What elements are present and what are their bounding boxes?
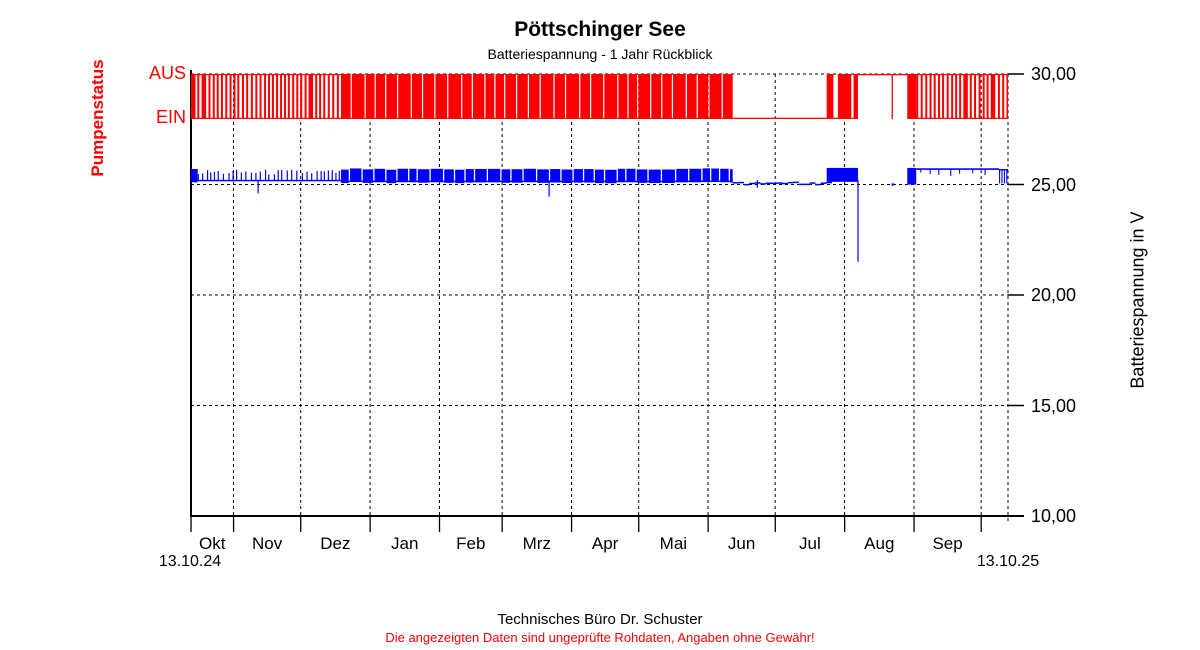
x-axis-month-label: Feb: [456, 534, 486, 553]
right-axis-tick-label: 10,00: [1031, 506, 1077, 526]
gridlines: [191, 73, 1009, 522]
right-axis-tick-label: 30,00: [1031, 64, 1077, 84]
x-axis-month-label: Jul: [799, 534, 821, 553]
x-axis-month-label: Apr: [591, 534, 619, 553]
x-axis-month-label: Jun: [727, 534, 756, 553]
x-axis-month-label: Jan: [391, 534, 419, 553]
right-axis-title: Batteriespannung in V: [1127, 211, 1148, 389]
right-axis-tick-label: 25,00: [1031, 174, 1077, 195]
x-axis-month-label: Dez: [320, 534, 351, 553]
left-tick-aus: AUS: [148, 63, 186, 83]
voltage-series: [191, 167, 1008, 262]
x-axis-start-date: 13.10.24: [158, 553, 222, 570]
right-axis-tick-label: 20,00: [1031, 285, 1077, 305]
chart-title: Pöttschinger See: [514, 18, 686, 41]
right-axis-tick-label: 15,00: [1031, 395, 1077, 416]
footer-disclaimer: Die angezeigten Daten sind ungeprüfte Ro…: [385, 630, 815, 645]
x-axis-end-date: 13.10.25: [976, 553, 1040, 570]
x-axis-month-label: Okt: [199, 534, 226, 553]
x-axis-month-label: Sep: [932, 534, 963, 553]
pump-status-series: [191, 74, 1008, 119]
x-axis-month-label: Mrz: [522, 534, 551, 553]
footer-company: Technisches Büro Dr. Schuster: [497, 611, 703, 628]
x-axis-month-label: Aug: [864, 534, 895, 553]
axes: [190, 70, 1024, 532]
x-axis-month-label: Nov: [251, 534, 283, 553]
chart-subtitle: Batteriespannung - 1 Jahr Rückblick: [487, 46, 713, 62]
left-tick-ein: EIN: [155, 107, 186, 127]
x-axis-month-label: Mai: [659, 534, 688, 553]
